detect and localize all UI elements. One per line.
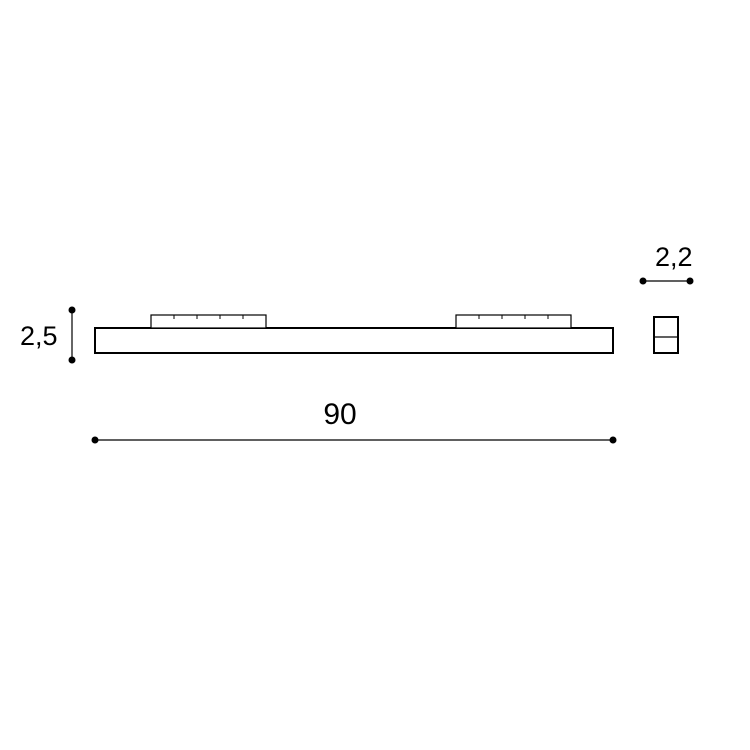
dim-label-width: 90: [323, 398, 356, 431]
end-profile: [654, 317, 678, 353]
mount-bracket: [151, 315, 266, 328]
technical-drawing: 2,5 90 2,2: [0, 0, 750, 750]
dim-label-height: 2,5: [20, 321, 58, 351]
mount-bracket: [456, 315, 571, 328]
front-body: [95, 328, 613, 353]
dim-label-end: 2,2: [655, 242, 693, 272]
